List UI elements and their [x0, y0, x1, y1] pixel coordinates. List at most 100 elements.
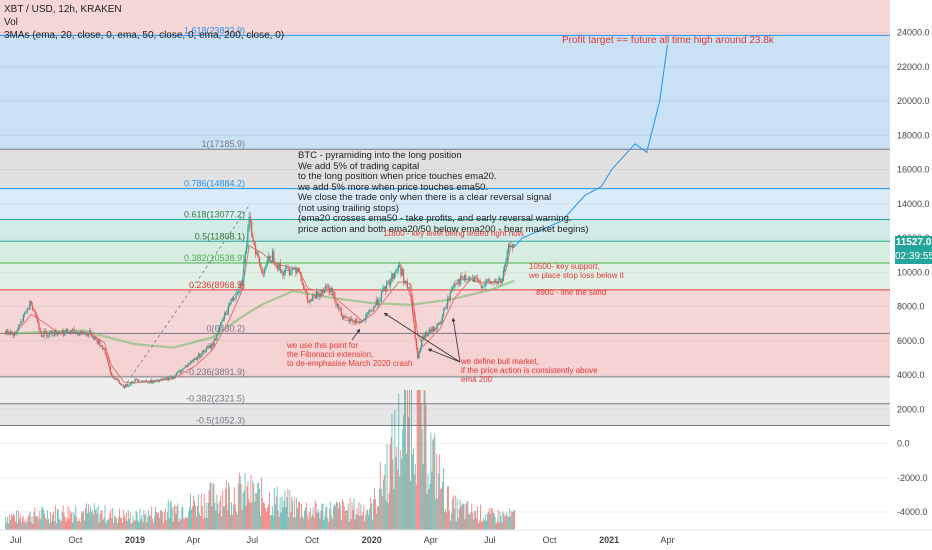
volume-bar	[306, 514, 308, 530]
candle-body	[133, 382, 135, 384]
volume-bar	[56, 508, 58, 530]
candle-body	[86, 332, 88, 336]
candle-body	[399, 264, 401, 266]
candle-body	[344, 315, 346, 317]
volume-bar	[128, 518, 130, 530]
volume-bar	[291, 496, 293, 530]
candle-body	[291, 269, 293, 274]
volume-bar	[126, 520, 128, 530]
volume-bar	[230, 502, 232, 530]
volume-bar	[462, 504, 464, 530]
candle-body	[396, 270, 398, 272]
candle-body	[182, 368, 184, 371]
candle-body	[209, 345, 211, 349]
volume-bar	[281, 495, 283, 530]
volume-bar	[122, 522, 123, 530]
volume-bar	[323, 520, 325, 530]
volume-bar	[448, 510, 450, 530]
candle-body	[462, 279, 464, 281]
candle-body	[500, 278, 502, 284]
volume-bar	[466, 501, 468, 530]
volume-bar	[336, 501, 337, 530]
volume-bar	[451, 499, 453, 530]
candle-body	[155, 380, 157, 382]
candle-body	[116, 378, 118, 380]
volume-bar	[19, 514, 21, 530]
candle-body	[251, 222, 253, 237]
indicator-label[interactable]: 3MAs (ema, 20, close, 0, ema, 50, close,…	[4, 30, 285, 41]
grid	[0, 32, 890, 513]
volume-bar	[442, 481, 444, 530]
candle-body	[175, 372, 178, 376]
candle-body	[46, 331, 48, 337]
candle-body	[187, 363, 189, 367]
volume-bar	[339, 504, 341, 530]
candle-body	[335, 300, 337, 306]
volume-bar	[371, 503, 372, 530]
volume-bar	[79, 518, 81, 530]
volume-bar	[461, 503, 463, 530]
volume-bar	[153, 522, 155, 530]
note-profit-target: Profit target == future all time high ar…	[562, 35, 774, 46]
candle-body	[100, 345, 102, 347]
volume-bar	[40, 519, 42, 530]
volume-bar	[49, 523, 50, 530]
volume-bar	[331, 515, 333, 530]
candle-body	[234, 297, 236, 299]
volume-bar	[197, 494, 199, 530]
volume-bar	[432, 439, 434, 530]
candle-body	[72, 328, 74, 331]
candle-body	[404, 281, 406, 283]
volume-bar	[94, 510, 96, 530]
volume-bar	[474, 510, 476, 530]
candle-body	[366, 312, 368, 315]
volume-bar	[70, 513, 72, 530]
candle-body	[8, 333, 10, 336]
candle-body	[48, 332, 50, 336]
candle-body	[362, 319, 364, 322]
candle-body	[270, 262, 272, 263]
candle-body	[205, 347, 207, 352]
candle-body	[168, 376, 170, 381]
volume-bar	[450, 513, 452, 530]
candle-body	[261, 268, 263, 274]
volume-bar	[360, 504, 362, 530]
volume-bar	[212, 483, 214, 530]
candle-body	[149, 379, 152, 383]
volume-bar	[44, 513, 46, 530]
candle-body	[4, 332, 6, 333]
candle-body	[266, 259, 268, 267]
volume-bar	[141, 515, 143, 530]
candle-body	[21, 321, 23, 323]
volume-bar	[301, 503, 302, 530]
x-tick-label: Apr	[424, 535, 438, 545]
volume-bar	[249, 502, 251, 530]
volume-bar	[73, 512, 75, 530]
volume-bar	[87, 513, 88, 530]
volume-bar	[320, 510, 322, 530]
note-line: We close the trade only when there is a …	[298, 192, 552, 203]
candle-body	[183, 367, 185, 369]
candle-body	[336, 304, 338, 306]
candle-body	[418, 351, 420, 359]
volume-bar	[166, 512, 168, 530]
candle-body	[461, 275, 463, 280]
volume-bar	[500, 516, 502, 530]
volume-bar	[24, 518, 26, 530]
volume-bar	[338, 508, 339, 530]
candle-body	[414, 321, 416, 339]
candle-body	[60, 333, 62, 335]
volume-bar	[145, 513, 147, 530]
candle-body	[57, 332, 60, 335]
volume-bar	[129, 511, 131, 530]
candle-body	[326, 285, 328, 287]
volume-bar	[327, 517, 329, 530]
candle-body	[293, 268, 296, 270]
volume-bar	[124, 518, 126, 530]
x-tick-label: 2020	[362, 535, 382, 545]
candle-body	[384, 286, 386, 292]
candle-body	[177, 371, 179, 373]
candle-body	[196, 357, 198, 361]
volume-bar	[303, 510, 305, 530]
